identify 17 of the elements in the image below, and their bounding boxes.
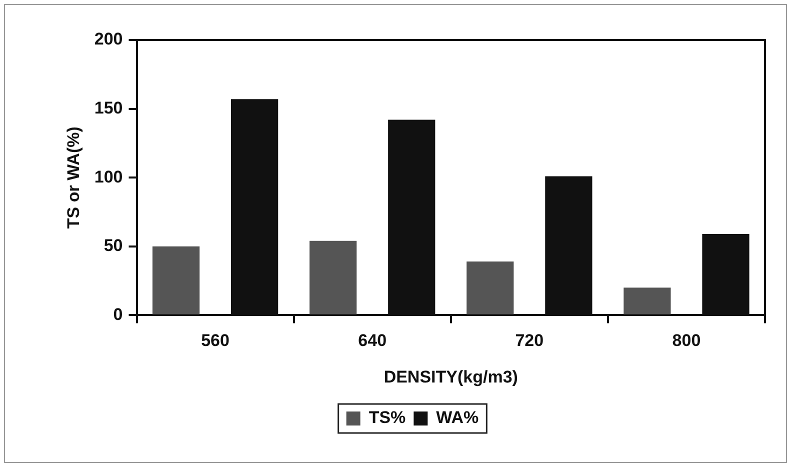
y-tick-label: 150 <box>94 98 123 118</box>
bar <box>152 246 200 314</box>
y-tick-label: 200 <box>94 30 123 49</box>
y-axis-title: TS or WA(%) <box>64 126 83 229</box>
x-tick-label: 720 <box>515 331 544 350</box>
x-tick-label: 800 <box>672 331 701 350</box>
y-tick-label: 100 <box>94 167 123 186</box>
x-tick-label: 560 <box>201 331 230 350</box>
y-tick-label: 0 <box>113 304 123 324</box>
x-axis-title: DENSITY(kg/m3) <box>384 367 518 386</box>
bar <box>624 288 671 314</box>
legend-label: TS% <box>368 408 406 428</box>
bar <box>466 262 514 314</box>
bar <box>310 240 357 314</box>
legend-label: WA% <box>436 408 479 428</box>
x-tick-label: 640 <box>358 331 387 350</box>
y-tick-label: 50 <box>104 236 123 256</box>
